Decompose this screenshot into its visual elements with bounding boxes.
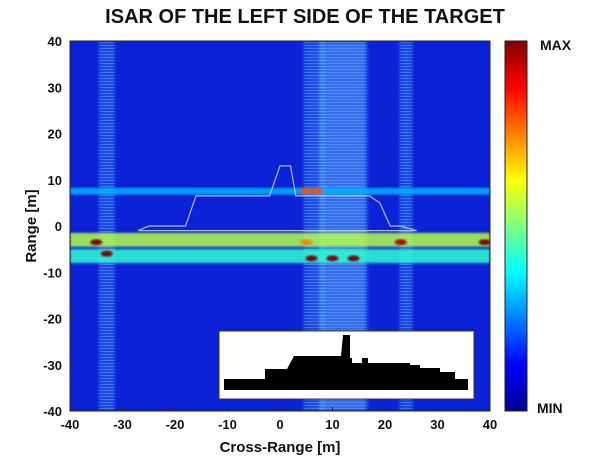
y-tick-label: -40 [43,404,62,419]
y-tick-label: -20 [43,312,62,327]
x-axis-label: Cross-Range [m] [220,439,341,456]
y-axis-label: Range [m] [23,189,40,262]
hotspot [326,255,339,262]
x-tick-label: 0 [276,417,283,432]
hotspot [310,188,323,195]
y-tick-label: 20 [48,127,62,142]
y-tick-label: -30 [43,358,62,373]
hotspot [300,188,313,195]
hotspot [90,239,103,246]
bright-column-stripes [399,41,413,411]
x-tick-label: 40 [483,417,497,432]
chart-title: ISAR OF THE LEFT SIDE OF THE TARGET [105,6,505,28]
x-tick-label: 30 [430,417,444,432]
y-tick-label: 0 [55,219,62,234]
x-tick-label: 10 [325,417,339,432]
colorbar [504,40,528,412]
bright-band [70,187,490,195]
y-tick-label: 40 [48,34,62,49]
bright-column-stripes [98,41,115,411]
target-outline [138,165,417,232]
colorbar-max-label: MAX [540,37,572,53]
hotspot [394,239,407,246]
hotspot [300,239,313,246]
hotspot [478,239,490,246]
x-tick-label: -40 [61,417,80,432]
ship-silhouette-icon [218,330,475,400]
x-tick-label: -10 [218,417,237,432]
hotspot [100,250,113,257]
bright-band [70,249,490,263]
bright-band [70,232,490,247]
y-tick-label: 30 [48,80,62,95]
x-tick-label: -30 [113,417,132,432]
y-tick-label: -10 [43,265,62,280]
y-tick-label: 10 [48,173,62,188]
hotspot [347,255,360,262]
colorbar-min-label: MIN [537,400,563,416]
hotspot [305,255,318,262]
x-tick-label: -20 [166,417,185,432]
x-tick-label: 20 [378,417,392,432]
